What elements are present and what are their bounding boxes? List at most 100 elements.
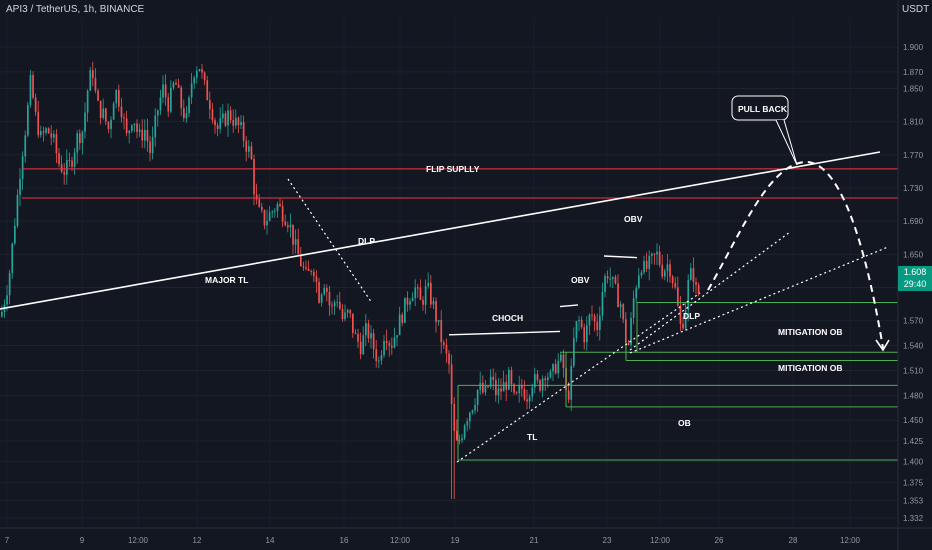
candle-body <box>305 267 307 269</box>
candle-body <box>34 97 37 112</box>
candle-body <box>692 268 695 282</box>
candle-body <box>11 243 14 274</box>
candle-body <box>16 194 19 227</box>
candle-body <box>422 299 424 305</box>
candle-body <box>419 287 422 300</box>
candle-body <box>567 390 570 400</box>
x-tick-label: 16 <box>340 536 349 545</box>
candle-body <box>323 287 326 295</box>
candle-body <box>658 251 661 265</box>
candle-body <box>313 271 315 277</box>
candle-body <box>362 335 365 355</box>
candle-body <box>6 295 8 305</box>
candle-body <box>432 301 435 305</box>
candle-body <box>151 137 154 154</box>
candle-body <box>167 97 170 112</box>
candle-body <box>484 386 487 393</box>
y-tick-label: 1.850 <box>903 84 924 93</box>
candle-body <box>115 90 118 104</box>
candle-body <box>536 374 539 381</box>
candle-body <box>157 110 159 116</box>
candle-body <box>502 382 505 392</box>
candle-body <box>346 309 349 313</box>
candle-body <box>133 123 136 126</box>
candle-body <box>144 129 146 141</box>
candle-body <box>523 388 526 400</box>
candle-body <box>586 325 588 343</box>
candle-body <box>404 297 406 323</box>
candle-body <box>255 194 258 200</box>
candle-body <box>682 323 684 329</box>
candle-body <box>21 156 24 180</box>
candle-body <box>71 160 73 167</box>
candle-body <box>440 319 443 343</box>
dlp-label: DLP <box>358 236 375 246</box>
candle-body <box>630 317 632 345</box>
candle-body <box>664 270 666 277</box>
candle-body <box>383 340 385 356</box>
tl-label: TL <box>527 432 537 442</box>
candle-body <box>643 260 645 273</box>
candle-body <box>671 276 674 283</box>
candle-body <box>656 251 658 255</box>
candle-body <box>456 430 458 440</box>
candle-body <box>435 301 437 322</box>
symbol-header[interactable]: API3 / TetherUS, 1h, BINANCE <box>6 4 145 15</box>
candle-body <box>118 90 120 107</box>
candle-body <box>591 314 593 316</box>
candle-body <box>284 221 287 226</box>
major-trendline <box>0 151 881 310</box>
candle-body <box>466 421 469 426</box>
y-tick-label: 1.690 <box>903 217 924 226</box>
candle-body <box>84 112 86 132</box>
candle-body <box>393 337 396 348</box>
candle-body <box>469 412 471 422</box>
x-tick-label: 21 <box>530 536 539 545</box>
candle-body <box>424 286 427 305</box>
candle-body <box>341 308 344 320</box>
candle-body <box>97 90 99 101</box>
candle-body <box>206 80 209 101</box>
candle-body <box>261 206 263 210</box>
candle-body <box>521 385 523 389</box>
candle-body <box>123 117 125 119</box>
candle-body <box>661 264 664 277</box>
x-tick-label: 23 <box>603 536 612 545</box>
candle-body <box>560 354 562 361</box>
candle-body <box>430 282 432 305</box>
candle-body <box>388 343 391 346</box>
candle-body <box>120 106 123 118</box>
candle-body <box>29 75 32 106</box>
candle-body <box>528 396 531 402</box>
candle-body <box>47 128 50 134</box>
y-tick-label: 1.332 <box>903 514 924 523</box>
candle-body <box>248 146 250 152</box>
candle-body <box>292 224 294 245</box>
candle-body <box>505 382 508 390</box>
candle-body <box>40 131 42 136</box>
candle-body <box>349 309 352 314</box>
candle-body <box>128 130 131 134</box>
dlp-projection-line <box>629 231 791 351</box>
candle-body <box>66 160 68 175</box>
candle-body <box>638 275 640 288</box>
candle-body <box>112 103 115 120</box>
candle-body <box>609 278 612 280</box>
candle-body <box>79 133 81 144</box>
candle-body <box>263 209 266 226</box>
candle-body <box>32 75 34 98</box>
candle-body <box>250 146 253 160</box>
candle-body <box>214 120 216 126</box>
candle-body <box>547 377 549 381</box>
obv-label: OBV <box>571 275 590 285</box>
candle-body <box>385 340 388 344</box>
candle-body <box>625 319 627 344</box>
candle-body <box>211 109 214 121</box>
candle-body <box>508 369 510 390</box>
candle-body <box>336 301 339 303</box>
candle-body <box>193 77 196 84</box>
candle-body <box>588 314 591 326</box>
candle-body <box>86 90 89 113</box>
candle-body <box>526 399 528 402</box>
